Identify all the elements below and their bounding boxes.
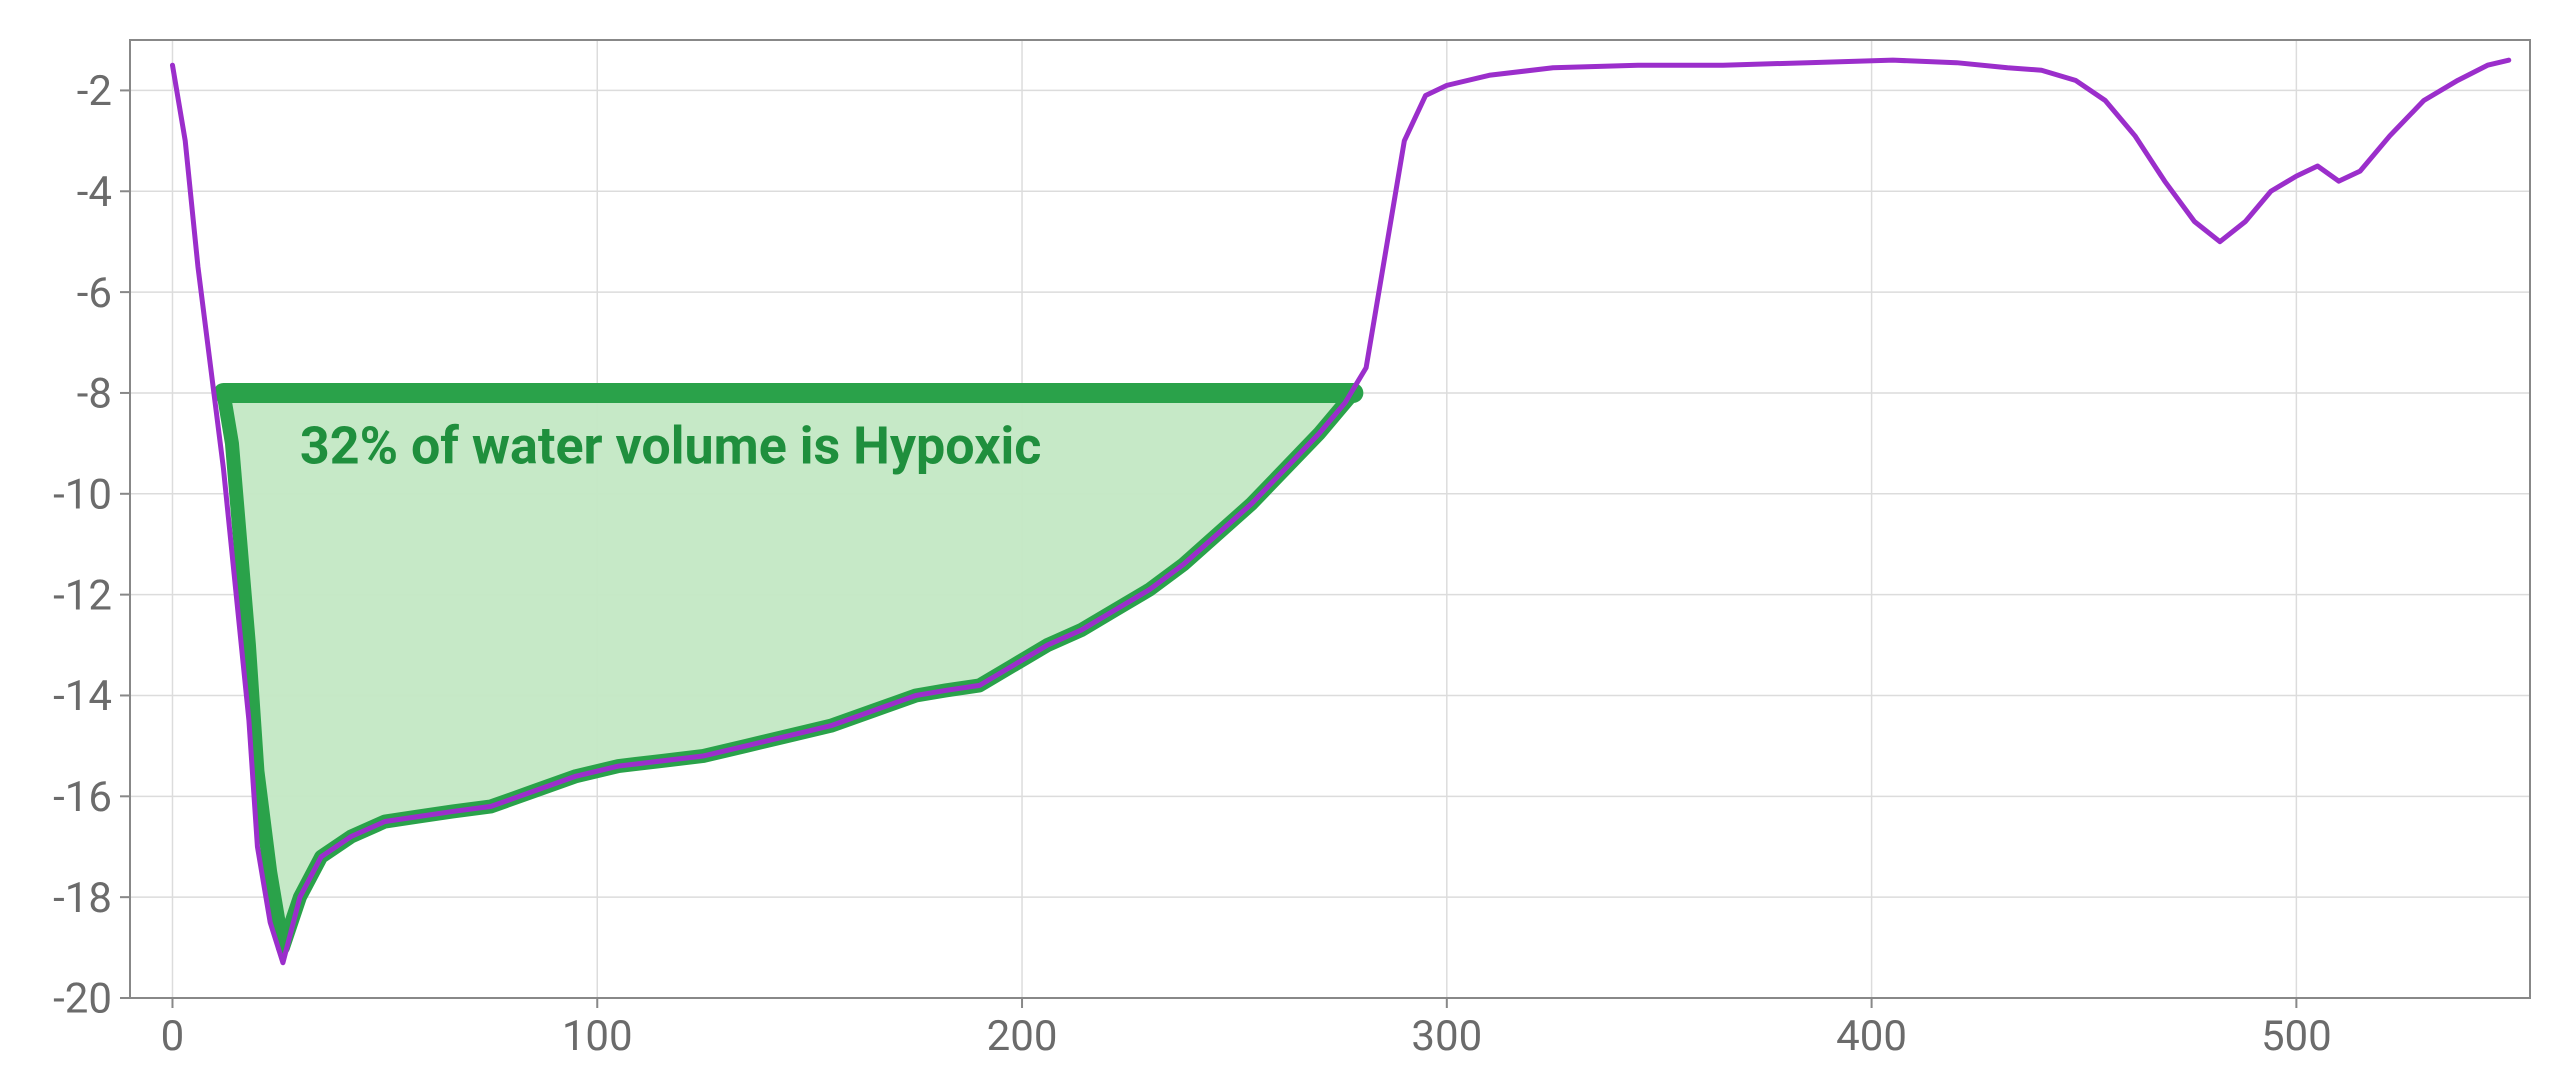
y-tick-label: -16	[53, 773, 112, 822]
x-tick-label: 100	[562, 1012, 633, 1061]
y-tick-label: -18	[53, 874, 112, 923]
y-tick-label: -2	[77, 67, 112, 116]
depth-profile-chart: 0 100 200 300 400 500 -2 -4 -6 -8 -10 -12 -14 -16 -18 -…	[0, 0, 2560, 1078]
y-tick-label: -10	[53, 470, 112, 519]
x-tick-label: 400	[1836, 1012, 1907, 1061]
x-tick-label: 0	[161, 1012, 185, 1061]
x-tick-label: 200	[987, 1012, 1058, 1061]
hypoxic-annotation: 32% of water volume is Hypoxic	[300, 416, 1041, 477]
y-tick-label: -14	[53, 672, 112, 721]
y-tick-label: -4	[77, 168, 112, 217]
x-tick-label: 300	[1411, 1012, 1482, 1061]
y-tick-label: -8	[77, 370, 112, 419]
y-tick-label: -6	[77, 269, 112, 318]
x-tick-label: 500	[2261, 1012, 2332, 1061]
chart-svg: 0 100 200 300 400 500 -2 -4 -6 -8 -10 -12 -14 -16 -18 -…	[0, 0, 2560, 1078]
y-tick-label: -20	[53, 975, 112, 1024]
y-tick-label: -12	[53, 571, 112, 620]
